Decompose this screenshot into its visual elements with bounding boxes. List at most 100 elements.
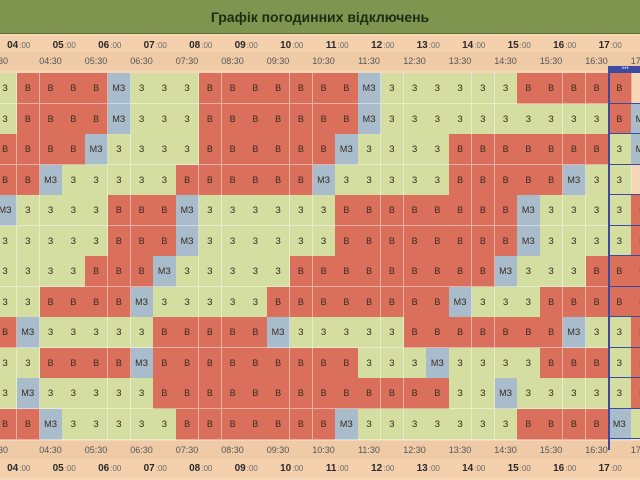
schedule-cell: В bbox=[289, 408, 313, 440]
schedule-cell: В bbox=[585, 73, 609, 104]
schedule-cell: В bbox=[358, 286, 382, 318]
hour-label: 04:00 bbox=[5, 36, 33, 54]
hour-label: 13:00 bbox=[414, 36, 442, 54]
half-hour-label-partial: 30 bbox=[0, 445, 8, 455]
schedule-cell: В bbox=[403, 225, 427, 257]
schedule-cell: В bbox=[335, 195, 359, 226]
schedule-cell: В bbox=[494, 225, 518, 257]
schedule-cell: В bbox=[540, 317, 564, 348]
schedule-cell: В bbox=[471, 256, 495, 287]
schedule-cell: З bbox=[244, 195, 268, 226]
schedule-cell: З bbox=[153, 286, 177, 318]
minute-suffix: :00 bbox=[19, 463, 31, 473]
schedule-cell: З bbox=[16, 286, 40, 318]
schedule-cell: В bbox=[107, 225, 131, 257]
schedule-cell: В bbox=[176, 347, 200, 379]
schedule-cell: В bbox=[221, 378, 245, 409]
schedule-cell: МЗ bbox=[517, 195, 541, 226]
hour-number: 16 bbox=[553, 39, 565, 51]
schedule-cell: В bbox=[289, 73, 313, 104]
schedule-cell: В bbox=[540, 408, 564, 440]
schedule-cell: З bbox=[562, 378, 586, 409]
schedule-cell: З bbox=[221, 195, 245, 226]
schedule-cell: З bbox=[176, 286, 200, 318]
schedule-cell: В bbox=[312, 378, 336, 409]
schedule-cell: В bbox=[403, 378, 427, 409]
schedule-cell: В bbox=[494, 195, 518, 226]
minute-suffix: :00 bbox=[155, 463, 167, 473]
schedule-cell: В bbox=[403, 195, 427, 226]
schedule-cell: В bbox=[289, 164, 313, 196]
schedule-cell: З bbox=[517, 103, 541, 135]
schedule-cell: З bbox=[608, 225, 632, 257]
schedule-cell: В bbox=[358, 225, 382, 257]
schedule-cell: З bbox=[85, 164, 109, 196]
schedule-cell: В bbox=[221, 347, 245, 379]
schedule-cell: В bbox=[540, 286, 564, 318]
minute-suffix: :00 bbox=[64, 463, 76, 473]
schedule-cell: В bbox=[153, 347, 177, 379]
hour-number: 14 bbox=[462, 462, 474, 474]
schedule-cell: В bbox=[244, 134, 268, 165]
hour-label: 09:00 bbox=[232, 459, 260, 477]
schedule-cell: В bbox=[608, 103, 632, 135]
schedule-cell: В bbox=[0, 134, 18, 165]
schedule-cell: З bbox=[289, 225, 313, 257]
minute-suffix: :00 bbox=[519, 463, 531, 473]
schedule-cell: В bbox=[312, 256, 336, 287]
hour-label: 10:00 bbox=[278, 459, 306, 477]
current-time-row-line bbox=[608, 163, 640, 165]
half-hour-label: 10:30 bbox=[312, 56, 335, 66]
schedule-cell: В bbox=[130, 256, 154, 287]
minute-suffix: :00 bbox=[428, 40, 440, 50]
schedule-cell: В bbox=[244, 408, 268, 440]
schedule-cell: В bbox=[85, 103, 109, 135]
schedule-cell: З bbox=[312, 317, 336, 348]
schedule-cell: В bbox=[562, 408, 586, 440]
schedule-cell: В bbox=[449, 195, 473, 226]
schedule-cell: В bbox=[267, 134, 291, 165]
half-hour-label: 16:30 bbox=[585, 56, 608, 66]
schedule-cell: З bbox=[312, 225, 336, 257]
schedule-cell: В bbox=[358, 378, 382, 409]
schedule-cell: З bbox=[403, 134, 427, 165]
hour-number: 15 bbox=[507, 462, 519, 474]
schedule-cell: МЗ bbox=[39, 408, 63, 440]
schedule-cell: З bbox=[471, 73, 495, 104]
schedule-cell: В bbox=[540, 134, 564, 165]
outage-schedule-grid: З В В В В МЗ З З З В В В В В В В МЗ З З З З З З В В В В В З В В В В МЗ З З З… bbox=[0, 73, 640, 440]
half-hour-label: 07:30 bbox=[175, 56, 199, 66]
schedule-cell: З bbox=[585, 195, 609, 226]
schedule-cell: В bbox=[0, 317, 18, 348]
schedule-cell: В bbox=[562, 134, 586, 165]
schedule-cell: В bbox=[267, 408, 291, 440]
schedule-cell: З bbox=[403, 73, 427, 104]
schedule-cell: В bbox=[39, 134, 63, 165]
minute-suffix: :00 bbox=[519, 40, 531, 50]
hour-label: 12:00 bbox=[369, 36, 397, 54]
schedule-cell: МЗ bbox=[631, 103, 640, 135]
schedule-cell: З bbox=[585, 103, 609, 135]
half-hour-label: 10:30 bbox=[312, 445, 335, 455]
schedule-cell: В bbox=[153, 195, 177, 226]
minute-suffix: :00 bbox=[428, 463, 440, 473]
current-time-row-line bbox=[608, 194, 640, 195]
schedule-cell: В bbox=[562, 347, 586, 379]
hour-label: 14:00 bbox=[460, 459, 488, 477]
schedule-cell: В bbox=[631, 347, 640, 379]
schedule-cell: МЗ bbox=[358, 73, 382, 104]
schedule-cell: З bbox=[198, 195, 222, 226]
hour-label: 06:00 bbox=[96, 459, 124, 477]
half-hour-label: 17:30 bbox=[630, 445, 640, 455]
hour-number: 11 bbox=[325, 39, 337, 51]
hour-label: 04:00 bbox=[5, 459, 33, 477]
half-hour-label: 11:30 bbox=[358, 56, 380, 66]
schedule-cell: З bbox=[130, 73, 154, 104]
minute-suffix: :00 bbox=[565, 463, 577, 473]
schedule-cell: В bbox=[608, 286, 632, 318]
schedule-cell: З bbox=[494, 347, 518, 379]
schedule-cell: В bbox=[335, 256, 359, 287]
schedule-cell: З bbox=[244, 225, 268, 257]
schedule-cell: В bbox=[426, 286, 450, 318]
minute-suffix: :00 bbox=[474, 463, 486, 473]
